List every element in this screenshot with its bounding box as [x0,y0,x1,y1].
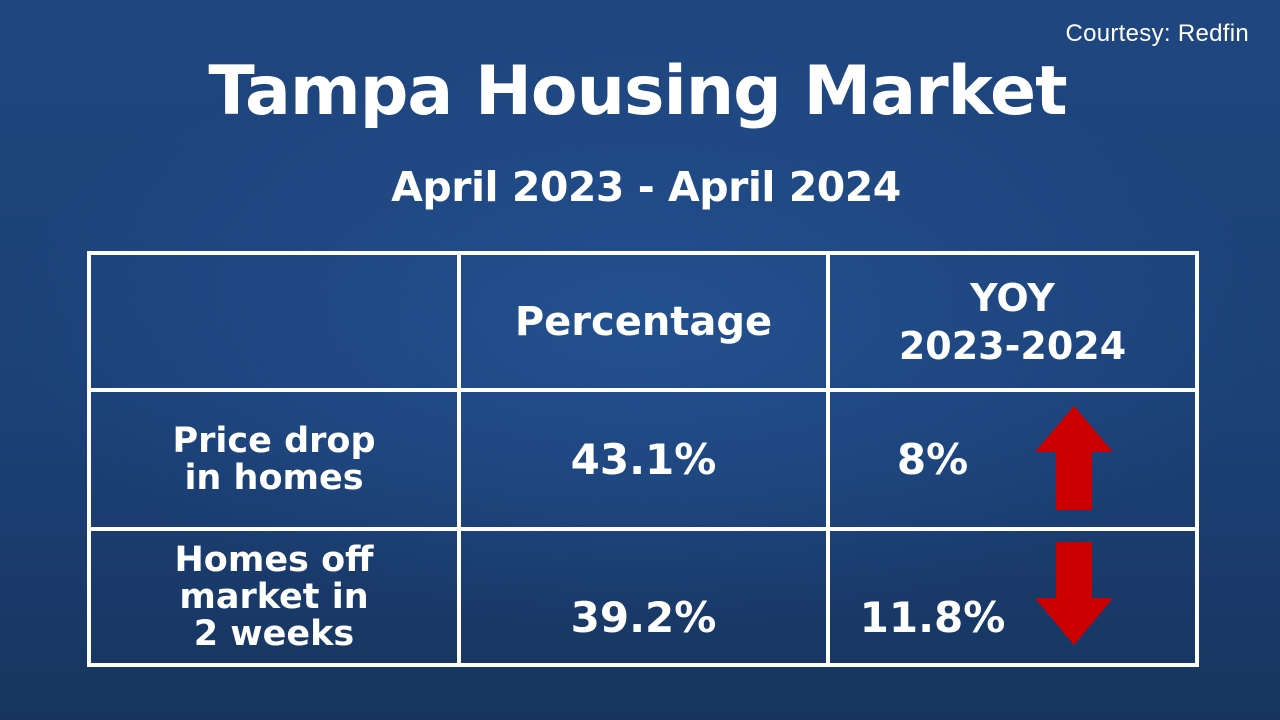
row-percentage-homes-off-market: 39.2% [570,592,717,642]
arrow-down-shape [1035,542,1113,645]
table-frame [87,251,1199,667]
row-yoy-price-drop: 8% [896,435,969,484]
arrow-up-icon [1035,406,1113,510]
table-divider-horizontal-2 [87,527,1199,531]
page-subtitle: April 2023 - April 2024 [391,163,901,211]
header-yoy-line1: YOY [970,275,1055,320]
market-table: Percentage YOY 2023-2024 Price drop in h… [87,251,1199,667]
table-divider-vertical-2 [826,251,830,667]
row-label-homes-off-market: Homes off market in 2 weeks [91,531,457,663]
row-label-price-drop: Price drop in homes [91,392,457,527]
row-label-line: Price drop [172,420,376,461]
arrow-up-shape [1035,406,1113,510]
row-label-line: Homes off [174,539,374,580]
header-cell-yoy: YOY 2023-2024 [830,255,1195,388]
row-yoy-homes-off-market: 11.8% [859,592,1006,642]
table-divider-horizontal-1 [87,388,1199,392]
row-label-line: market in [179,576,369,617]
page-title: Tampa Housing Market [208,52,1067,131]
row-label-line: in homes [184,457,364,498]
header-yoy-line2: 2023-2024 [898,323,1127,368]
row-percentage-price-drop: 43.1% [570,435,717,484]
courtesy-credit: Courtesy: Redfin [1065,20,1249,47]
arrow-down-icon [1035,542,1113,645]
header-cell-empty [91,255,457,388]
row-label-line: 2 weeks [193,613,355,654]
table-divider-vertical-1 [457,251,461,667]
header-cell-percentage: Percentage [514,298,773,345]
